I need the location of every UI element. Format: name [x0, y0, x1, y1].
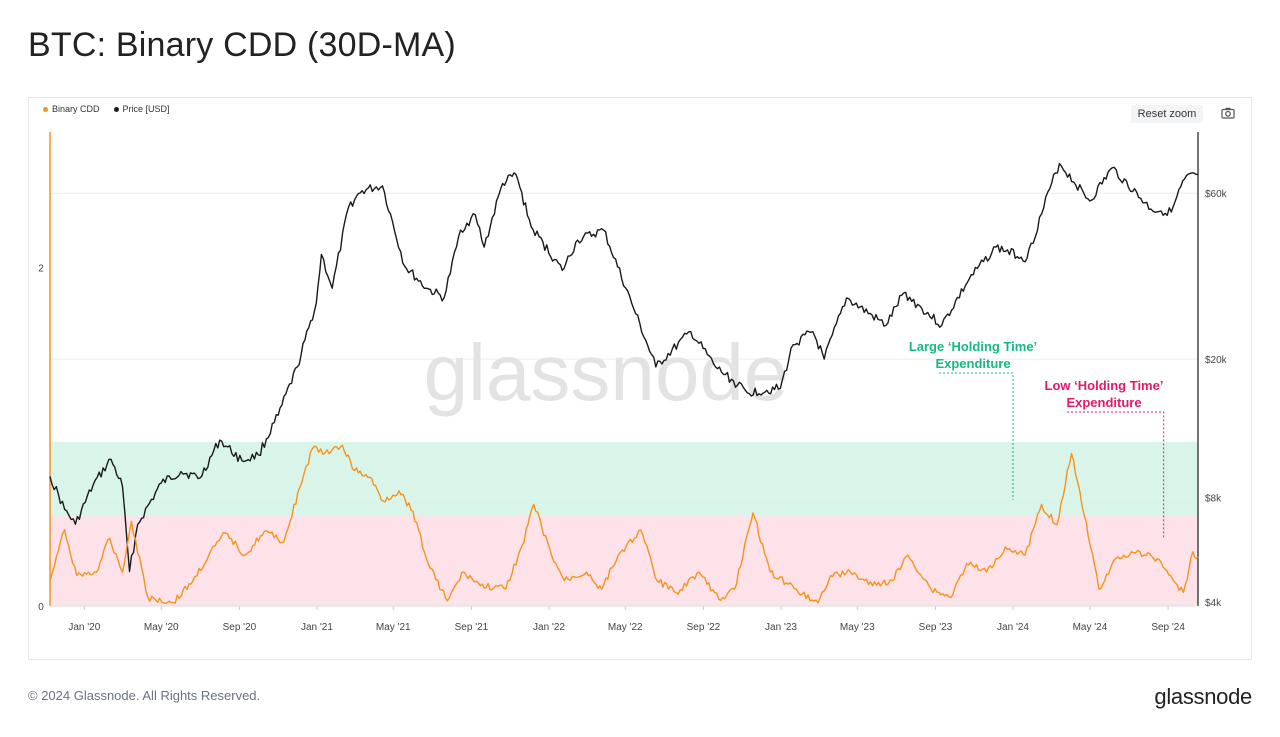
- annotation-large-line-0: Large ‘Holding Time’: [909, 339, 1037, 354]
- x-tick-label-6: Jan '22: [533, 622, 565, 633]
- legend-item-binary-cdd[interactable]: Binary CDD: [43, 104, 100, 114]
- x-tick-label-9: Jan '23: [765, 622, 797, 633]
- x-tick-label-7: May '22: [608, 622, 643, 633]
- x-tick-label-4: May '21: [376, 622, 411, 633]
- x-tick-label-5: Sep '21: [455, 622, 489, 633]
- y-right-tick-label-3: $60k: [1205, 189, 1228, 200]
- legend-dot-price: [113, 106, 119, 112]
- band-red: [50, 516, 1198, 606]
- annotation-low-line-1: Expenditure: [1066, 395, 1141, 410]
- legend-label-price: Price [USD]: [122, 104, 170, 114]
- series-line-price: [49, 162, 1199, 573]
- chart-card: Binary CDD Price [USD] Reset zoom glassn…: [28, 97, 1252, 660]
- legend-dot-binary-cdd: [43, 106, 48, 112]
- series-line-binary-cdd: [49, 444, 1199, 605]
- page-title: BTC: Binary CDD (30D-MA): [28, 26, 456, 64]
- x-tick-label-13: May '24: [1073, 622, 1108, 633]
- legend-label-binary-cdd: Binary CDD: [52, 104, 100, 114]
- x-tick-label-14: Sep '24: [1151, 622, 1185, 633]
- y-left-tick-label-0: 0: [38, 602, 44, 613]
- x-tick-label-10: May '23: [840, 622, 875, 633]
- annotation-large-leader: [939, 372, 1014, 500]
- y-right-tick-label-1: $8k: [1205, 494, 1222, 505]
- x-tick-label-1: May '20: [144, 622, 179, 633]
- chart-plot: glassnode 0 2 $4k $8k $20k $60k Jan '20 May '20 S…: [38, 132, 1228, 633]
- annotation-low-leader: [1067, 411, 1165, 538]
- annotation-low-line-0: Low ‘Holding Time’: [1045, 378, 1164, 393]
- x-tick-label-8: Sep '22: [687, 622, 721, 633]
- watermark-text: glassnode: [424, 328, 789, 417]
- annotation-large-line-1: Expenditure: [935, 356, 1010, 371]
- legend-item-price[interactable]: Price [USD]: [113, 104, 170, 114]
- x-tick-label-2: Sep '20: [223, 622, 257, 633]
- brand-logo: glassnode: [1154, 684, 1252, 709]
- x-tick-label-0: Jan '20: [68, 622, 100, 633]
- copyright-text: © 2024 Glassnode. All Rights Reserved.: [28, 688, 261, 703]
- y-left-tick-label-1: 2: [38, 263, 44, 274]
- chart-legend: Binary CDD Price [USD]: [43, 104, 170, 114]
- x-tick-label-3: Jan '21: [301, 622, 333, 633]
- reset-zoom-button[interactable]: Reset zoom: [1131, 105, 1203, 123]
- y-right-tick-label-2: $20k: [1205, 355, 1228, 366]
- x-tick-label-12: Jan '24: [997, 622, 1029, 633]
- camera-icon[interactable]: [1221, 106, 1237, 120]
- y-right-tick-label-0: $4k: [1205, 598, 1222, 609]
- x-tick-label-11: Sep '23: [919, 622, 953, 633]
- band-green: [50, 441, 1198, 517]
